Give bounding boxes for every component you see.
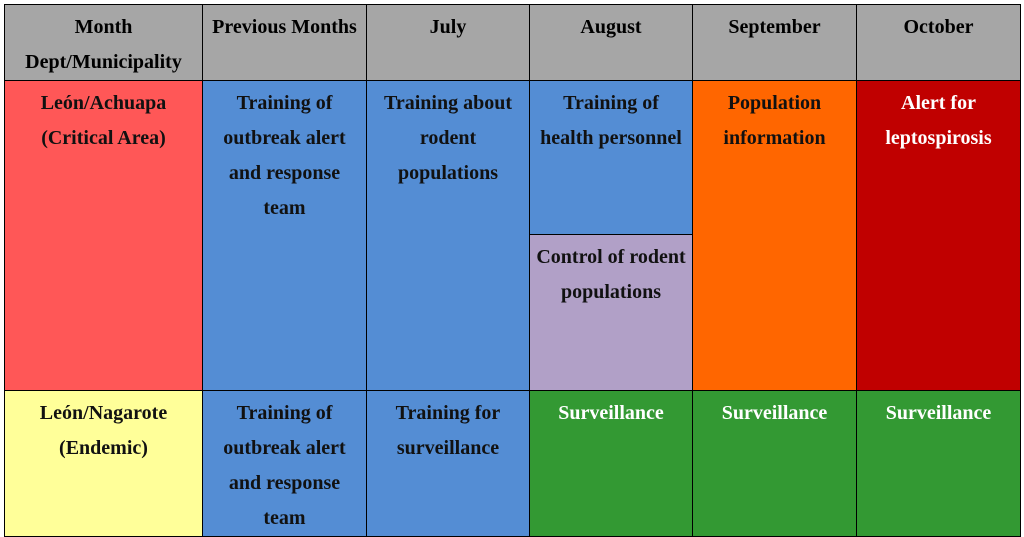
header-month-dept: Month Dept/Municipality (4, 4, 203, 81)
cell-achuapa-september: Population information (692, 80, 857, 391)
cell-nagarote-july: Training for surveillance (366, 390, 530, 537)
cell-achuapa-august-training: Training of health personnel (529, 80, 693, 235)
cell-nagarote-october: Surveillance (856, 390, 1021, 537)
header-dept-municipality: Dept/Municipality (25, 51, 182, 73)
header-july: July (366, 4, 530, 81)
cell-achuapa-previous: Training of outbreak alert and response … (202, 80, 367, 391)
cell-nagarote-previous: Training of outbreak alert and response … (202, 390, 367, 537)
header-october: October (856, 4, 1021, 81)
cell-region-nagarote: León/Nagarote (Endemic) (4, 390, 203, 537)
header-august: August (529, 4, 693, 81)
header-month: Month (74, 16, 133, 38)
cell-nagarote-september: Surveillance (692, 390, 857, 537)
cell-region-achuapa: León/Achuapa (Critical Area) (4, 80, 203, 391)
cell-nagarote-august: Surveillance (529, 390, 693, 537)
row-achuapa-bottom: Control of rodent populations (5, 234, 1021, 391)
cell-achuapa-july: Training about rodent populations (366, 80, 530, 391)
cell-achuapa-august-control: Control of rodent populations (529, 234, 693, 391)
cell-achuapa-october: Alert for leptospirosis (856, 80, 1021, 391)
row-achuapa-top: León/Achuapa (Critical Area) Training of… (4, 80, 1021, 391)
header-row: Month Dept/Municipality Previous Months … (4, 4, 1021, 81)
header-september: September (692, 4, 857, 81)
intervention-schedule-table: Month Dept/Municipality Previous Months … (4, 4, 1021, 537)
row-nagarote: León/Nagarote (Endemic) Training of outb… (4, 390, 1021, 537)
header-previous-months: Previous Months (202, 4, 367, 81)
